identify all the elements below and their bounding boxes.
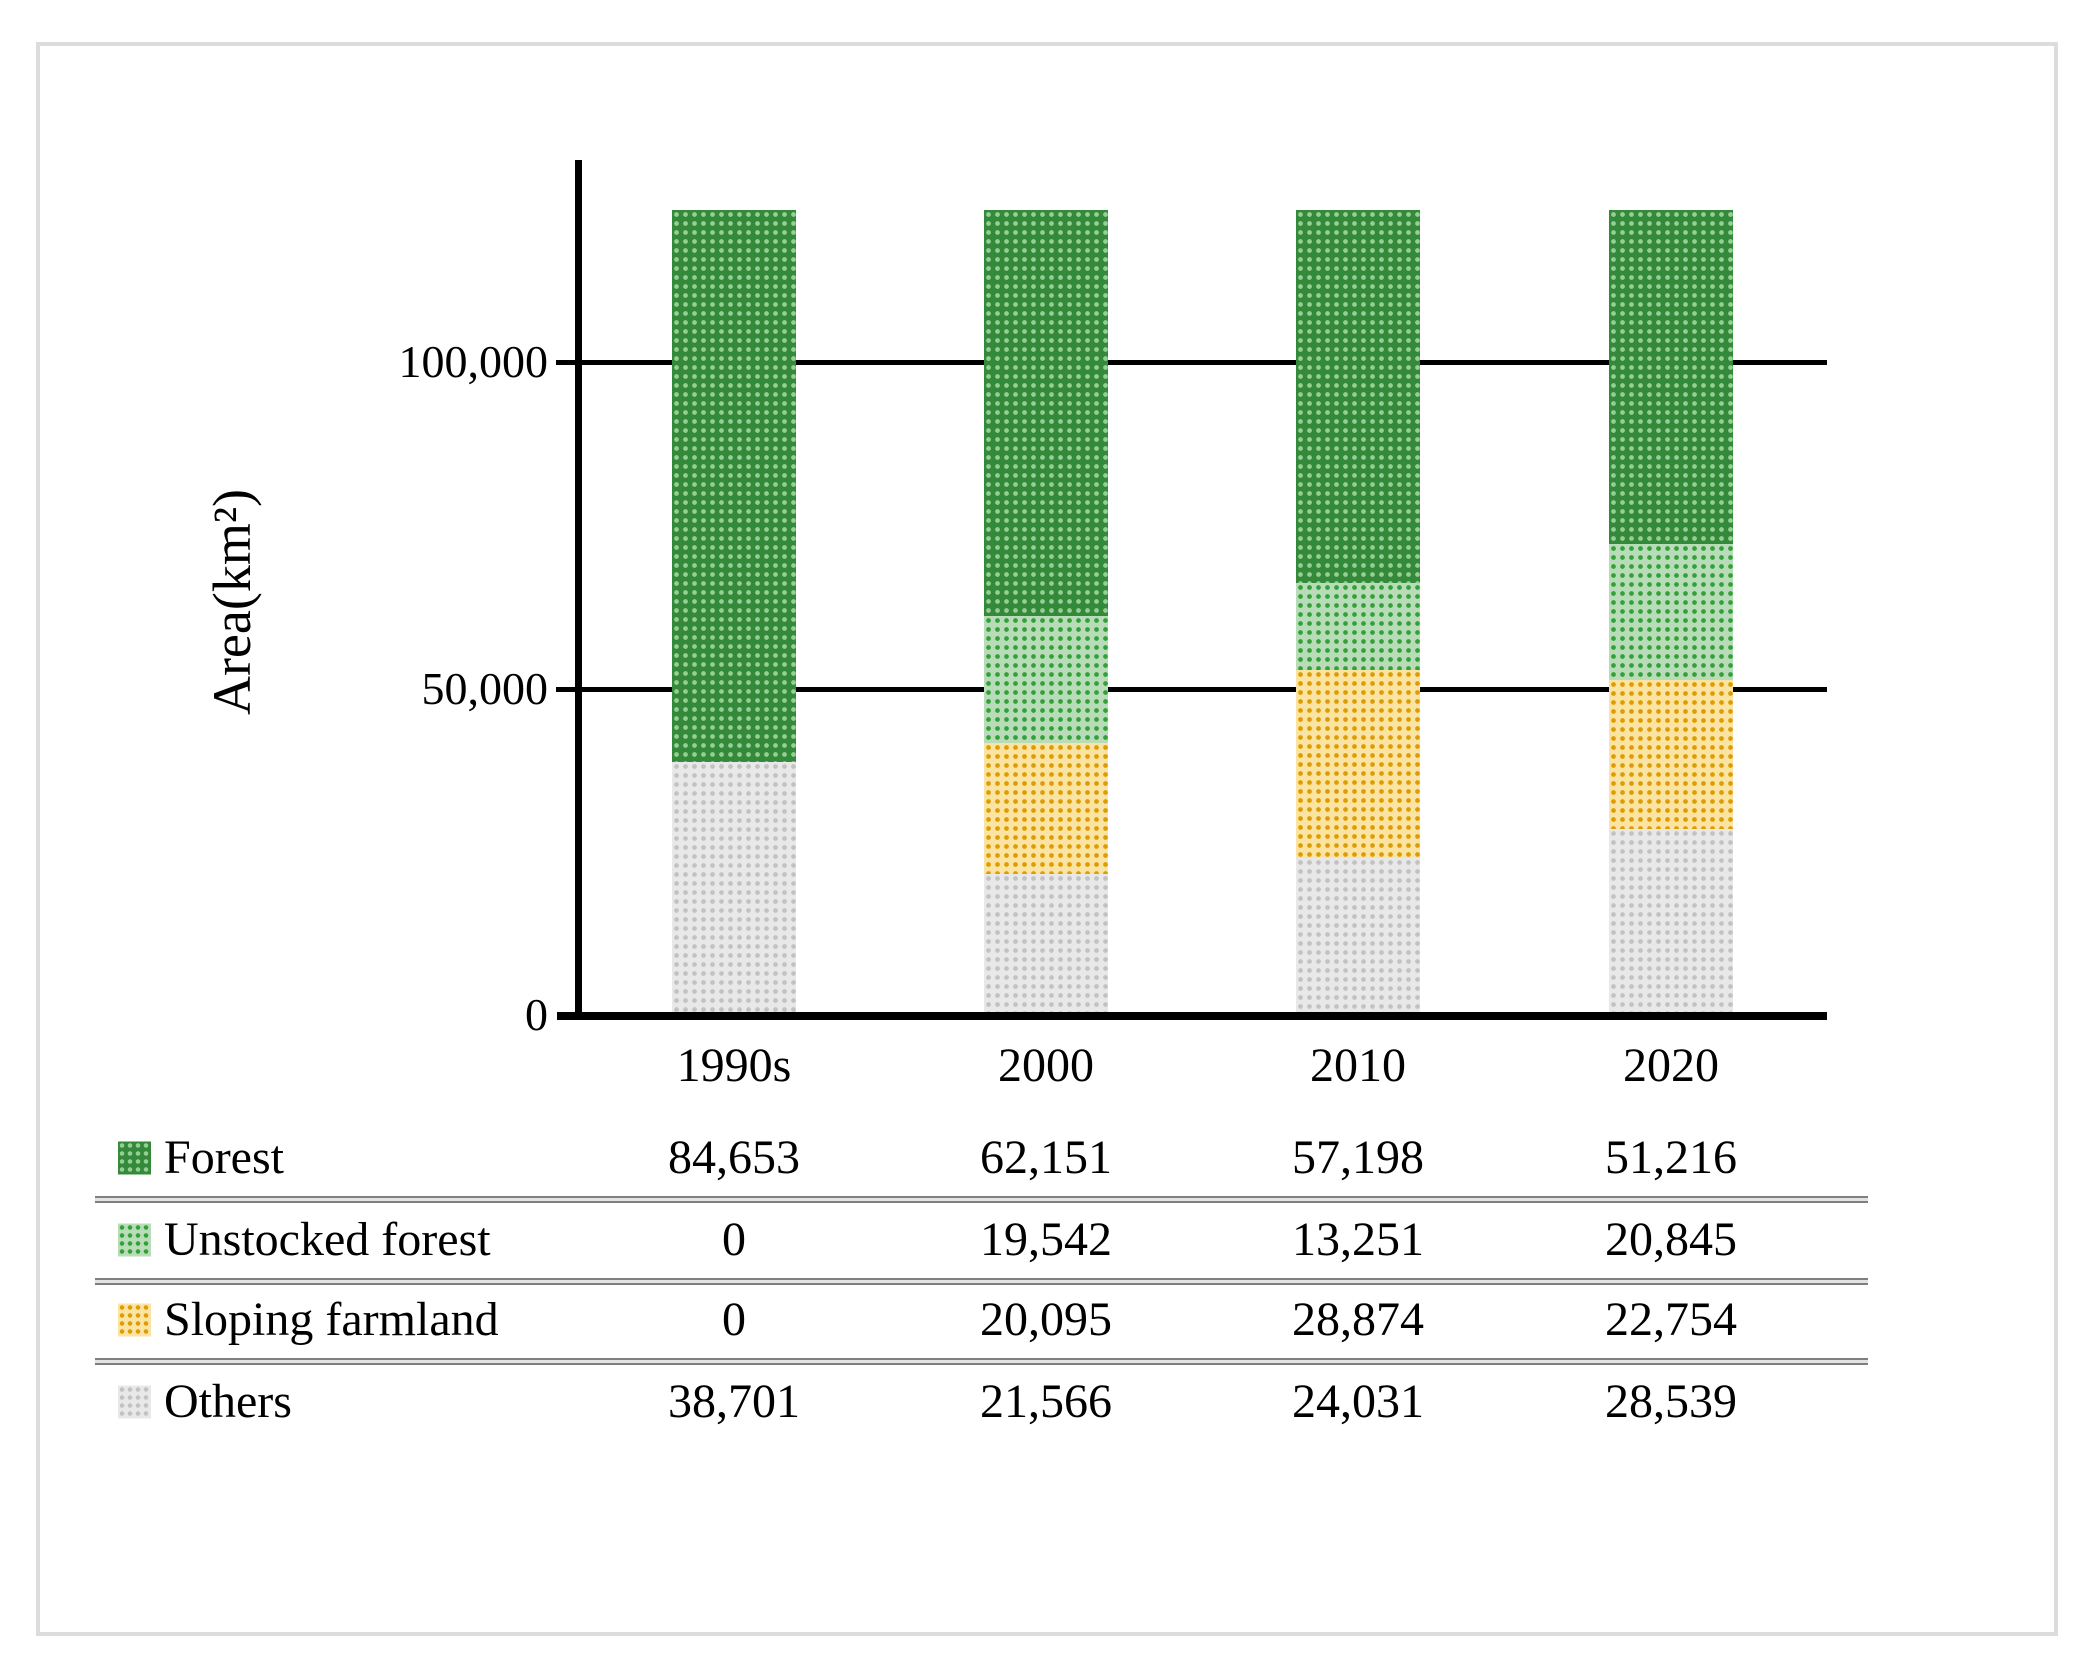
x-category-label-2020: 2020 bbox=[1623, 1039, 1719, 1092]
value-cell-unstocked-forest-1990s: 0 bbox=[722, 1213, 746, 1266]
legend-swatch-forest bbox=[118, 1141, 151, 1175]
x-category-label-2000: 2000 bbox=[998, 1039, 1094, 1092]
table-row-others: Others 38,701 21,566 24,031 28,539 bbox=[0, 1362, 2094, 1442]
series-label: Forest bbox=[164, 1131, 284, 1184]
stacked-bar-2020 bbox=[1609, 210, 1733, 1015]
value-cell-others-2020: 28,539 bbox=[1605, 1375, 1737, 1428]
x-axis-line bbox=[557, 1012, 1827, 1020]
y-tick-label: 0 bbox=[525, 989, 548, 1040]
gridline-100,000 bbox=[578, 360, 1827, 366]
value-cell-forest-1990s: 84,653 bbox=[668, 1131, 800, 1184]
row-separator bbox=[95, 1278, 1868, 1285]
y-tick-label: 50,000 bbox=[421, 662, 549, 714]
stacked-bar-2000 bbox=[984, 210, 1108, 1015]
row-separator bbox=[95, 1196, 1868, 1203]
x-category-label-2010: 2010 bbox=[1310, 1039, 1406, 1092]
table-row-sloping-farmland: Sloping farmland 0 20,095 28,874 22,754 bbox=[0, 1280, 2094, 1360]
plot-area bbox=[578, 160, 1827, 1015]
bar-segment-unstocked-forest bbox=[1296, 583, 1420, 670]
bar-segment-forest bbox=[984, 210, 1108, 616]
value-cell-unstocked-forest-2020: 20,845 bbox=[1605, 1213, 1737, 1266]
gridline-50,000 bbox=[578, 686, 1827, 692]
y-tick-mark bbox=[556, 360, 578, 366]
value-cell-sloping-farmland-2020: 22,754 bbox=[1605, 1293, 1737, 1346]
value-cell-forest-2010: 57,198 bbox=[1292, 1131, 1424, 1184]
value-cell-others-2010: 24,031 bbox=[1292, 1375, 1424, 1428]
y-tick-mark bbox=[556, 686, 578, 692]
value-cell-others-1990s: 38,701 bbox=[668, 1375, 800, 1428]
bar-segment-unstocked-forest bbox=[1609, 544, 1733, 681]
bar-segment-forest bbox=[672, 210, 796, 763]
bar-segment-others bbox=[1296, 858, 1420, 1015]
value-cell-forest-2000: 62,151 bbox=[980, 1131, 1112, 1184]
legend-swatch-sloping-farmland bbox=[118, 1303, 151, 1337]
value-cell-sloping-farmland-2000: 20,095 bbox=[980, 1293, 1112, 1346]
value-cell-unstocked-forest-2000: 19,542 bbox=[980, 1213, 1112, 1266]
bar-segment-others bbox=[984, 874, 1108, 1015]
series-label: Unstocked forest bbox=[164, 1213, 491, 1266]
bar-segment-sloping-farmland bbox=[1609, 680, 1733, 829]
y-axis-title: Area(km²) bbox=[202, 488, 262, 716]
bar-segment-others bbox=[1609, 828, 1733, 1015]
legend-swatch-unstocked-forest bbox=[118, 1223, 151, 1257]
x-category-label-1990s: 1990s bbox=[676, 1039, 792, 1092]
table-row-unstocked-forest: Unstocked forest 0 19,542 13,251 20,845 bbox=[0, 1200, 2094, 1280]
bar-segment-forest bbox=[1296, 210, 1420, 584]
y-tick-label: 100,000 bbox=[398, 336, 549, 388]
row-separator bbox=[95, 1358, 1868, 1365]
bar-segment-unstocked-forest bbox=[984, 615, 1108, 744]
legend-swatch-others bbox=[118, 1385, 151, 1419]
value-cell-sloping-farmland-1990s: 0 bbox=[722, 1293, 746, 1346]
value-cell-sloping-farmland-2010: 28,874 bbox=[1292, 1293, 1424, 1346]
value-cell-others-2000: 21,566 bbox=[980, 1375, 1112, 1428]
bar-segment-others bbox=[672, 762, 796, 1015]
bar-segment-sloping-farmland bbox=[1296, 669, 1420, 859]
value-cell-forest-2020: 51,216 bbox=[1605, 1131, 1737, 1184]
bar-segment-sloping-farmland bbox=[984, 743, 1108, 875]
series-label: Others bbox=[164, 1375, 292, 1428]
table-row-forest: Forest 84,653 62,151 57,198 51,216 bbox=[0, 1118, 2094, 1198]
series-label: Sloping farmland bbox=[164, 1293, 499, 1346]
value-cell-unstocked-forest-2010: 13,251 bbox=[1292, 1213, 1424, 1266]
y-axis-line bbox=[575, 160, 582, 1019]
stacked-bar-2010 bbox=[1296, 210, 1420, 1015]
stacked-bar-1990s bbox=[672, 210, 796, 1015]
bar-segment-forest bbox=[1609, 210, 1733, 545]
